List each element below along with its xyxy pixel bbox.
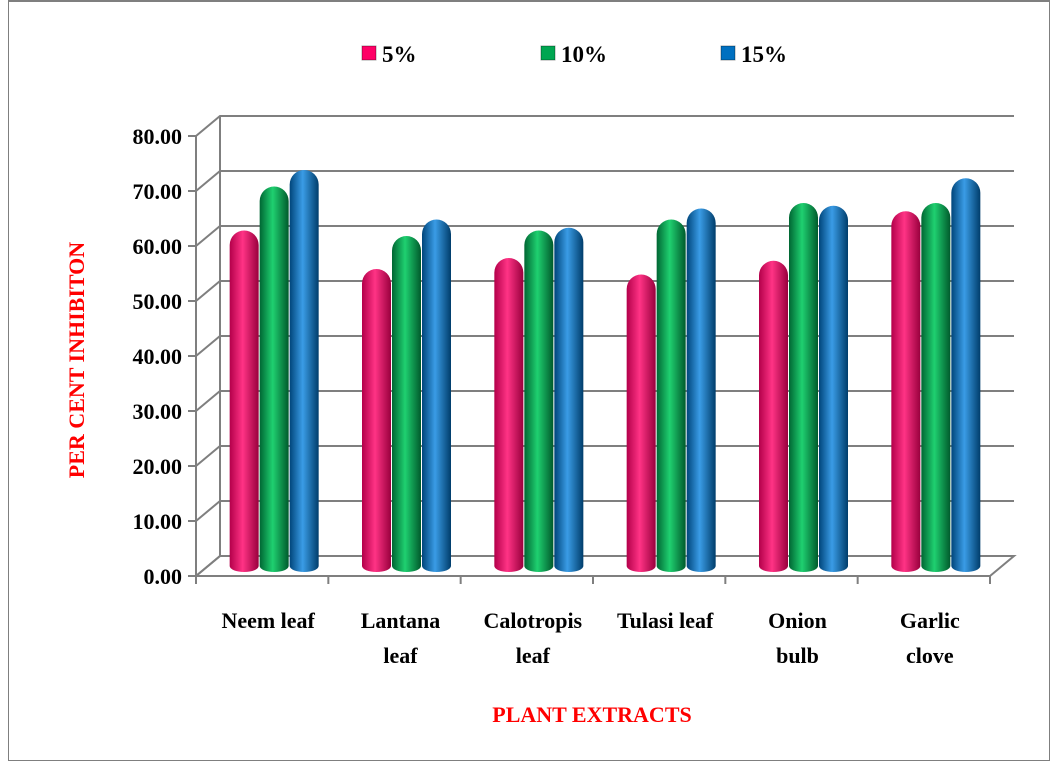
x-category-label: leaf bbox=[516, 643, 551, 668]
bar-body bbox=[524, 230, 554, 572]
bar bbox=[686, 208, 716, 572]
legend-label: 15% bbox=[741, 42, 787, 67]
bar bbox=[921, 203, 951, 572]
bar bbox=[951, 178, 981, 572]
bar bbox=[494, 258, 524, 572]
bar-body bbox=[362, 269, 391, 572]
x-category-label: Garlic bbox=[900, 608, 960, 633]
bar-body bbox=[289, 170, 319, 572]
x-category-label: Calotropis bbox=[484, 608, 583, 633]
gridlines bbox=[195, 115, 1014, 584]
bar-body bbox=[686, 208, 716, 572]
bar bbox=[759, 260, 788, 572]
gridline bbox=[195, 335, 1014, 357]
y-axis-title: PER CENT INHIBITON bbox=[64, 242, 89, 478]
bar bbox=[656, 219, 686, 573]
bar bbox=[819, 205, 848, 572]
bar bbox=[229, 230, 259, 572]
y-tick-label: 80.00 bbox=[133, 124, 183, 149]
bar bbox=[422, 219, 451, 573]
legend-label: 5% bbox=[382, 42, 417, 67]
bar-body bbox=[229, 230, 259, 572]
bar-body bbox=[626, 274, 656, 572]
x-category-label: bulb bbox=[776, 643, 819, 668]
bar-body bbox=[789, 203, 818, 572]
legend-swatch bbox=[361, 45, 377, 61]
bar bbox=[891, 211, 921, 572]
x-category-label: Neem leaf bbox=[221, 608, 315, 633]
bar-body bbox=[819, 205, 848, 572]
bar-series bbox=[229, 170, 981, 573]
gridline bbox=[195, 280, 1014, 302]
legend-swatch bbox=[540, 45, 556, 61]
x-category-label: Onion bbox=[768, 608, 827, 633]
y-tick-label: 30.00 bbox=[133, 399, 183, 424]
legend-label: 10% bbox=[561, 42, 607, 67]
bar bbox=[524, 230, 554, 572]
bar bbox=[626, 274, 656, 572]
legend: 5% 10% 15% bbox=[361, 42, 787, 67]
gridline bbox=[195, 170, 1014, 192]
gridline bbox=[195, 115, 1014, 137]
bar bbox=[259, 186, 289, 572]
x-category-label: Lantana bbox=[361, 608, 440, 633]
y-tick-label: 20.00 bbox=[133, 454, 183, 479]
bar-body bbox=[759, 260, 788, 572]
bar-body bbox=[891, 211, 921, 572]
plot-walls bbox=[193, 116, 1017, 577]
y-tick-label: 40.00 bbox=[133, 344, 183, 369]
bar bbox=[392, 236, 421, 572]
x-category-label: leaf bbox=[383, 643, 418, 668]
bar-body bbox=[259, 186, 289, 572]
bar-body bbox=[951, 178, 981, 572]
gridline bbox=[195, 500, 1014, 522]
bar bbox=[362, 269, 391, 572]
y-tick-label: 70.00 bbox=[133, 179, 183, 204]
floor-outline bbox=[193, 555, 1017, 577]
bar bbox=[554, 227, 584, 572]
gridline bbox=[195, 390, 1014, 412]
legend-swatch bbox=[720, 45, 736, 61]
x-category-label: clove bbox=[906, 643, 954, 668]
x-category-label: Tulasi leaf bbox=[617, 608, 714, 633]
x-axis-title: PLANT EXTRACTS bbox=[492, 702, 691, 727]
bar-body bbox=[554, 227, 584, 572]
bar-body bbox=[422, 219, 451, 573]
gridline bbox=[195, 445, 1014, 467]
y-tick-label: 50.00 bbox=[133, 289, 183, 314]
x-axis-labels: Neem leaf Lantana leaf Calotropis leaf Tulasi… bbox=[221, 608, 960, 668]
gridline bbox=[195, 225, 1014, 247]
y-tick-label: 0.00 bbox=[144, 564, 183, 589]
y-tick-label: 60.00 bbox=[133, 234, 183, 259]
y-tick-label: 10.00 bbox=[133, 509, 183, 534]
y-axis-ticks: 0.00 10.00 20.00 30.00 40.00 50.00 60.00 70.00 8… bbox=[133, 124, 196, 589]
bar-body bbox=[494, 258, 524, 572]
bar bbox=[789, 203, 818, 572]
bar-body bbox=[392, 236, 421, 572]
bar-body bbox=[656, 219, 686, 573]
bar bbox=[289, 170, 319, 572]
bar-body bbox=[921, 203, 951, 572]
